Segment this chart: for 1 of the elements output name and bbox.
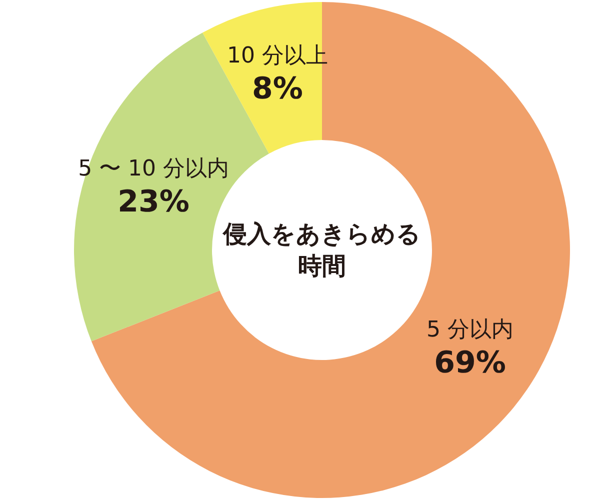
title: 侵入をあきらめる時間 xyxy=(223,220,421,280)
